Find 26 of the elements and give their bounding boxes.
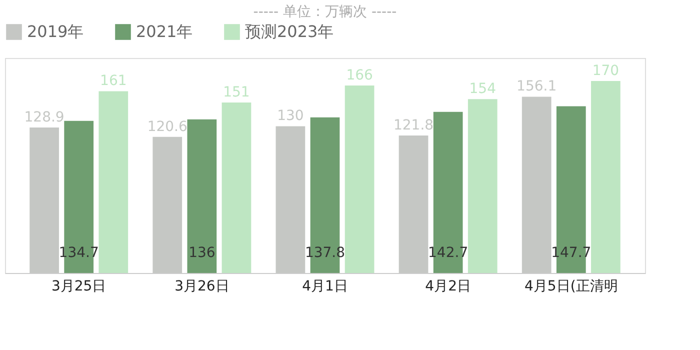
bar	[222, 102, 252, 273]
data-label: 128.9	[24, 109, 64, 126]
bar	[468, 99, 498, 273]
bar	[591, 81, 620, 273]
bar	[187, 119, 217, 273]
data-label: 120.6	[147, 118, 188, 135]
data-label: 166	[346, 68, 373, 84]
bar	[98, 91, 128, 273]
bar	[344, 86, 374, 273]
x-tick-label: 3月26日	[174, 278, 230, 294]
data-label: 156.1	[516, 78, 557, 95]
data-label: 136	[188, 245, 216, 261]
data-label: 130	[277, 108, 304, 124]
data-label: 161	[100, 73, 127, 90]
data-label: 151	[223, 84, 250, 100]
legend-label: 2021年	[136, 22, 193, 41]
legend-label: 预测2023年	[245, 22, 334, 41]
x-tick-label: 4月5日(正清明	[524, 278, 618, 294]
data-label: 154	[469, 81, 496, 98]
x-tick-label: 4月2日	[425, 278, 471, 294]
chart-title: ----- 单位：万辆次 -----	[253, 4, 397, 20]
data-label: 170	[592, 63, 620, 80]
legend-label: 2019年	[27, 22, 84, 41]
x-tick-label: 4月1日	[302, 278, 348, 294]
x-tick-label: 3月25日	[51, 278, 106, 294]
data-label: 121.8	[393, 117, 434, 134]
